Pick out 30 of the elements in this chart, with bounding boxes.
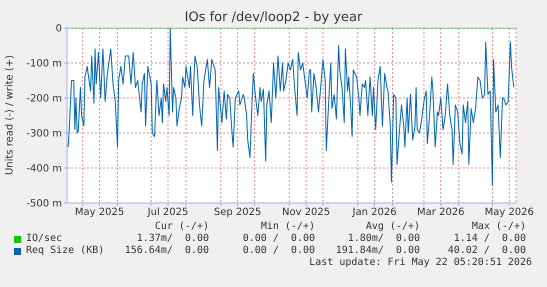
y-tick-label: -500 m [26, 198, 62, 210]
y-tick-label: -200 m [26, 94, 62, 105]
x-tick-label: Jan 2026 [352, 207, 397, 218]
text: 156.64m/ 0.00 [124, 245, 209, 256]
chart-title: IOs for /dev/loop2 - by year [184, 10, 364, 25]
text: 191.84m/ 0.00 [336, 245, 420, 256]
text: 1.14 / 0.00 [454, 233, 526, 244]
legend-label: Req Size (KB) [26, 245, 104, 256]
x-tick-label: Jul 2025 [146, 207, 188, 218]
y-tick-label: -100 m [26, 58, 62, 70]
y-tick-label: -300 m [26, 128, 62, 140]
legend-label: IO/sec [26, 233, 62, 244]
text: Avg (-/+) [366, 221, 420, 232]
y-tick-label: 0 [56, 24, 62, 35]
x-tick-label: May 2025 [74, 207, 124, 218]
text: Last update: Fri May 22 05:20:51 2026 [309, 257, 532, 268]
text: 0.00 / 0.00 [242, 233, 315, 244]
text: Min (-/+) [260, 221, 315, 232]
text: 1.80m/ 0.00 [348, 233, 420, 244]
x-tick-label: Mar 2026 [417, 207, 465, 218]
y-axis-title: Units read (-) / write (+) [4, 54, 16, 176]
text: 0.00 / 0.00 [242, 245, 315, 256]
y-tick-label: -400 m [26, 164, 62, 175]
x-tick-label: Sep 2025 [214, 207, 262, 218]
x-tick-label: Nov 2025 [282, 207, 330, 218]
x-tick-label: May 2026 [484, 207, 534, 218]
text: Max (-/+) [472, 221, 526, 232]
text: 40.02 / 0.00 [448, 245, 526, 256]
text: Cur (-/+) [154, 221, 209, 232]
text: 1.37m/ 0.00 [136, 233, 209, 244]
